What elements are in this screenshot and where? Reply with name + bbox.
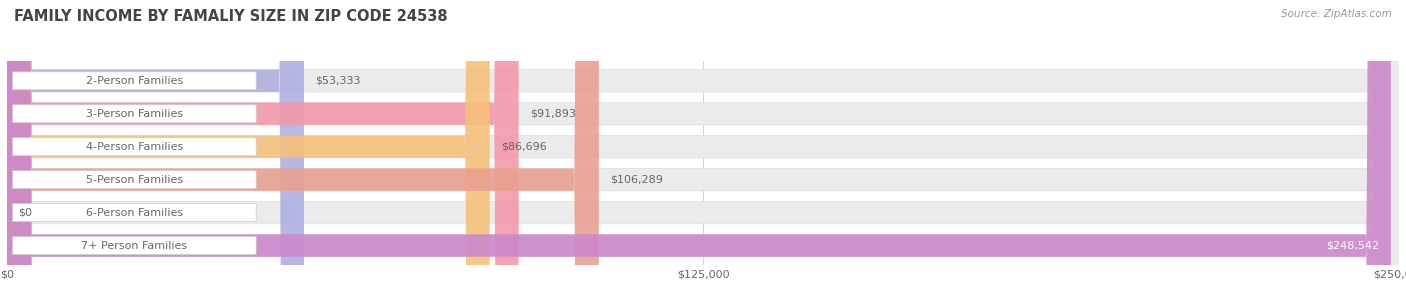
FancyBboxPatch shape	[7, 0, 1399, 305]
FancyBboxPatch shape	[7, 0, 519, 305]
FancyBboxPatch shape	[7, 0, 1399, 305]
FancyBboxPatch shape	[7, 0, 1399, 305]
Text: 3-Person Families: 3-Person Families	[86, 109, 183, 119]
FancyBboxPatch shape	[13, 171, 256, 188]
FancyBboxPatch shape	[7, 0, 1399, 305]
FancyBboxPatch shape	[7, 0, 304, 305]
FancyBboxPatch shape	[7, 0, 1399, 305]
Text: 5-Person Families: 5-Person Families	[86, 175, 183, 185]
Text: 4-Person Families: 4-Person Families	[86, 142, 183, 152]
Text: $0: $0	[18, 208, 32, 217]
FancyBboxPatch shape	[7, 0, 1399, 305]
Text: 7+ Person Families: 7+ Person Families	[82, 241, 187, 251]
FancyBboxPatch shape	[7, 0, 489, 305]
FancyBboxPatch shape	[13, 237, 256, 255]
FancyBboxPatch shape	[7, 0, 599, 305]
FancyBboxPatch shape	[13, 72, 256, 90]
FancyBboxPatch shape	[7, 0, 1391, 305]
FancyBboxPatch shape	[13, 204, 256, 221]
Text: $106,289: $106,289	[610, 175, 662, 185]
Text: 2-Person Families: 2-Person Families	[86, 76, 183, 86]
FancyBboxPatch shape	[13, 138, 256, 156]
Text: Source: ZipAtlas.com: Source: ZipAtlas.com	[1281, 9, 1392, 19]
Text: 6-Person Families: 6-Person Families	[86, 208, 183, 217]
Text: FAMILY INCOME BY FAMALIY SIZE IN ZIP CODE 24538: FAMILY INCOME BY FAMALIY SIZE IN ZIP COD…	[14, 9, 447, 24]
Text: $86,696: $86,696	[501, 142, 547, 152]
Text: $53,333: $53,333	[315, 76, 360, 86]
Text: $248,542: $248,542	[1327, 241, 1379, 251]
Text: $91,893: $91,893	[530, 109, 575, 119]
FancyBboxPatch shape	[13, 105, 256, 123]
